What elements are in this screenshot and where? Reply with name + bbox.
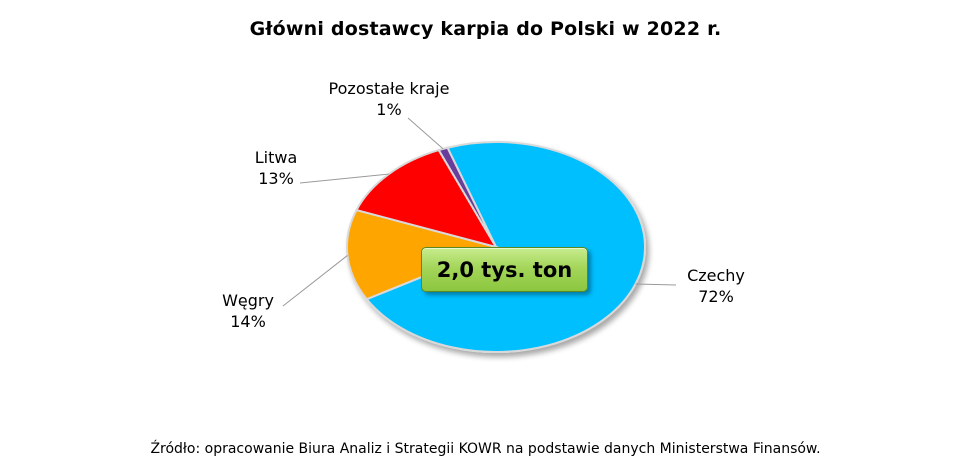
leader-line-litwa — [299, 173, 389, 184]
slice-value-czechy: 72% — [698, 287, 734, 306]
slice-label-czechy: Czechy — [687, 266, 745, 285]
leader-line-czechy — [635, 283, 677, 286]
slice-value-pozostale-kraje: 1% — [376, 100, 401, 119]
slice-value-wegry: 14% — [230, 312, 266, 331]
slice-label-pozostale-kraje: Pozostałe kraje — [329, 79, 450, 98]
slice-label-litwa: Litwa — [255, 148, 298, 167]
slice-labels: Czechy 72% Węgry 14% Litwa 13% Pozostałe kraje… — [222, 79, 745, 331]
total-volume-badge: 2,0 tys. ton — [421, 247, 588, 292]
source-note: Źródło: opracowanie Biura Analiz i Strat… — [150, 441, 821, 457]
leader-line-pozostale-kraje — [407, 117, 444, 150]
slice-value-litwa: 13% — [258, 169, 294, 188]
chart-title: Główni dostawcy karpia do Polski w 2022 … — [249, 18, 722, 40]
pie-slice-pozostale-kraje — [437, 146, 497, 248]
pie-slice-czechy — [365, 141, 646, 353]
slice-label-wegry: Węgry — [222, 291, 274, 310]
leader-line-wegry — [282, 255, 348, 307]
leader-lines — [282, 117, 677, 307]
